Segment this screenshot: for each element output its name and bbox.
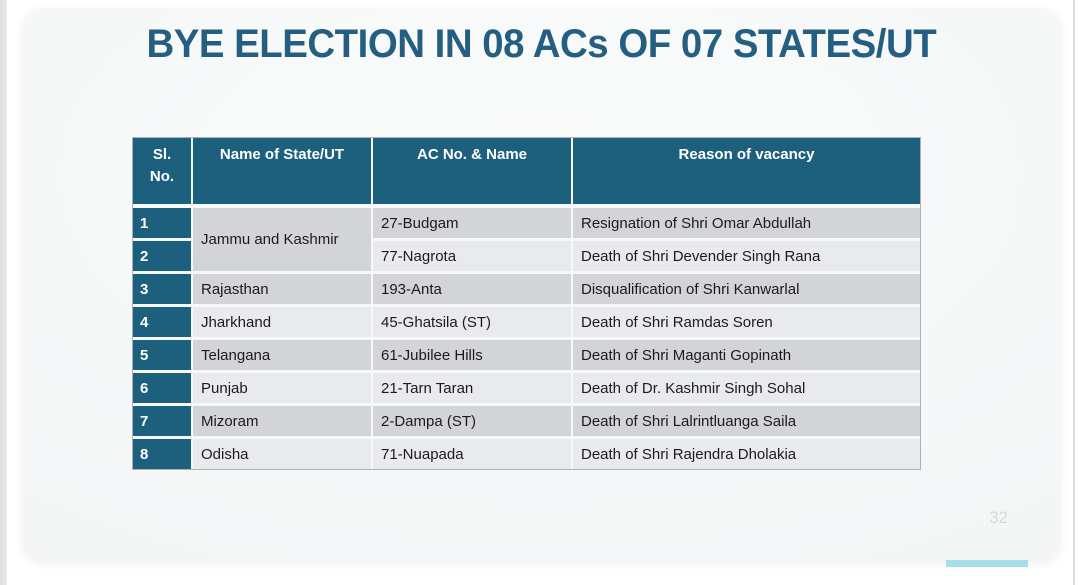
row-number-cell: 6 (133, 371, 193, 406)
column-header-state: Name of State/UT (192, 138, 373, 208)
table-row: 6 Punjab 21-Tarn Taran Death of Dr. Kashmir… (133, 371, 920, 406)
state-cell: Jharkhand (192, 305, 373, 340)
state-cell: Telangana (192, 338, 373, 373)
row-number-cell: 2 (133, 239, 193, 274)
reason-cell: Disqualification of Shri Kanwarlal (572, 272, 920, 307)
bye-election-table: Sl. No. Name of State/UT AC No. & Name R… (133, 138, 920, 469)
table-row: 3 Rajasthan 193-Anta Disqualification of Sh… (133, 272, 920, 307)
table-header-row: Sl. No. Name of State/UT AC No. & Name R… (133, 138, 920, 208)
table-row: 5 Telangana 61-Jubilee Hills Death of Shri … (133, 338, 920, 373)
row-number-cell: 5 (133, 338, 193, 373)
reason-cell: Death of Shri Lalrintluanga Saila (572, 404, 920, 439)
ac-cell: 21-Tarn Taran (372, 371, 573, 406)
left-edge-strip (0, 0, 7, 585)
ac-cell: 2-Dampa (ST) (372, 404, 573, 439)
table-body: 1 Jammu and Kashmir 27-Budgam Resignation o… (133, 206, 920, 469)
slide-page-number: 32 (989, 508, 1008, 527)
state-cell: Rajasthan (192, 272, 373, 307)
state-cell: Odisha (192, 437, 373, 469)
reason-cell: Death of Shri Rajendra Dholakia (572, 437, 920, 469)
reason-cell: Death of Dr. Kashmir Singh Sohal (572, 371, 920, 406)
state-cell: Jammu and Kashmir (192, 206, 373, 274)
table: Sl. No. Name of State/UT AC No. & Name R… (133, 138, 920, 469)
table-row: 7 Mizoram 2-Dampa (ST) Death of Shri Lalrin… (133, 404, 920, 439)
ac-cell: 193-Anta (372, 272, 573, 307)
row-number-cell: 8 (133, 437, 193, 469)
reason-cell: Death of Shri Devender Singh Rana (572, 239, 920, 274)
row-number-cell: 4 (133, 305, 193, 340)
ac-cell: 77-Nagrota (372, 239, 573, 274)
reason-cell: Death of Shri Ramdas Soren (572, 305, 920, 340)
ac-cell: 45-Ghatsila (ST) (372, 305, 573, 340)
reason-cell: Resignation of Shri Omar Abdullah (572, 206, 920, 241)
column-header-reason: Reason of vacancy (572, 138, 920, 208)
accent-bar (946, 560, 1028, 567)
right-edge-line (1073, 0, 1075, 585)
ac-cell: 61-Jubilee Hills (372, 338, 573, 373)
slide-title-text: BYE ELECTION IN 08 ACs OF 07 STATES/UT (146, 22, 937, 66)
slide-card: BYE ELECTION IN 08 ACs OF 07 STATES/UT S… (23, 8, 1060, 560)
table-row: 1 Jammu and Kashmir 27-Budgam Resignation o… (133, 206, 920, 274)
table-row: 8 Odisha 71-Nuapada Death of Shri Rajendra … (133, 437, 920, 469)
ac-cell: 27-Budgam (372, 206, 573, 241)
column-header-sl-no: Sl. No. (133, 138, 193, 208)
row-number-cell: 3 (133, 272, 193, 307)
column-header-ac: AC No. & Name (372, 138, 573, 208)
slide-title: BYE ELECTION IN 08 ACs OF 07 STATES/UT (23, 22, 1060, 67)
reason-cell: Death of Shri Maganti Gopinath (572, 338, 920, 373)
table-row: 4 Jharkhand 45-Ghatsila (ST) Death of Shri … (133, 305, 920, 340)
table-row: 2 77-Nagrota Death of Shri Devender Singh … (133, 239, 920, 274)
row-number-cell: 1 (133, 206, 193, 241)
row-number-cell: 7 (133, 404, 193, 439)
state-cell: Mizoram (192, 404, 373, 439)
ac-cell: 71-Nuapada (372, 437, 573, 469)
state-cell: Punjab (192, 371, 373, 406)
